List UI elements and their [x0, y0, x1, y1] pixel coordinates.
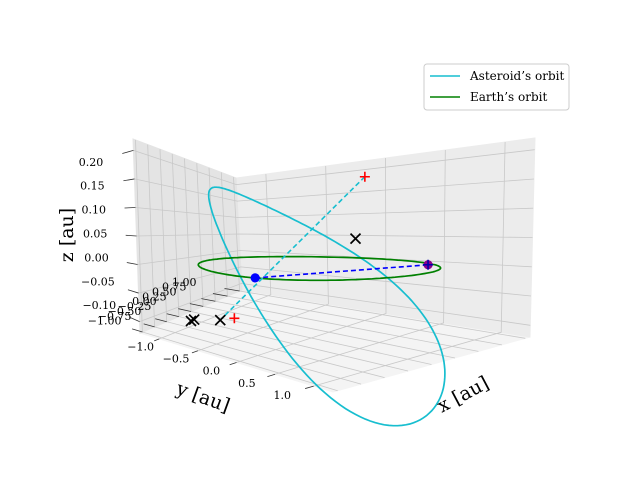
y-tick	[178, 308, 192, 312]
y-tick-label: 0.75	[162, 281, 187, 294]
x-tick-label: −0.5	[163, 353, 190, 366]
z-tick-label: −0.05	[81, 275, 115, 288]
marker-cross-8	[349, 233, 362, 245]
z-axis-title: z [au]	[56, 208, 78, 262]
y-tick	[189, 303, 204, 307]
x-tick	[191, 350, 199, 354]
grid-line-z	[136, 233, 533, 238]
z-tick	[123, 178, 135, 182]
z-tick	[124, 207, 136, 209]
z-tick	[122, 150, 134, 154]
y-tick-label: 0.00	[132, 295, 157, 308]
legend-box	[423, 63, 570, 111]
z-tick	[125, 234, 137, 237]
grid-line-y	[208, 167, 479, 352]
grid-line-z	[138, 266, 532, 297]
grid-line-y	[233, 177, 526, 339]
grid-line-x	[197, 165, 329, 352]
y-tick-label: 0.25	[142, 290, 167, 303]
x-tick	[229, 362, 237, 366]
y-tick	[155, 318, 167, 323]
grid-line-x	[159, 173, 272, 340]
series-line-0	[207, 186, 446, 427]
y-tick-label: 0.50	[152, 286, 177, 299]
z-tick	[127, 289, 139, 294]
y-tick-label: 1.00	[172, 276, 197, 289]
z-tick	[128, 316, 140, 322]
y-tick-label: −1.00	[88, 315, 122, 328]
grid-line-z	[139, 282, 531, 326]
marker-cross-7	[185, 315, 197, 327]
grid-line-z	[137, 250, 532, 268]
y-tick	[166, 313, 179, 318]
connector-line-1	[219, 176, 366, 321]
axis-panes	[132, 137, 536, 393]
y-tick	[132, 328, 143, 333]
grid-line-x	[274, 149, 446, 375]
marker-cross-5	[214, 314, 226, 326]
axis-ticks: −1.0−0.50.00.51.01.000.750.500.250.00−0.…	[79, 150, 314, 402]
x-tick-label: −1.0	[127, 340, 154, 353]
z-tick-label: 0.00	[84, 251, 109, 264]
z-tick-label: 0.05	[83, 228, 108, 241]
y-tick	[201, 298, 216, 302]
grid-line-y	[171, 153, 409, 372]
y-axis-title: y [au]	[172, 377, 232, 417]
connector-line-0	[255, 264, 429, 279]
x-axis-title: x [au]	[434, 372, 493, 417]
x-tick-label: 1.0	[274, 389, 292, 402]
marker-plus-3	[229, 313, 240, 324]
x-tick	[267, 373, 276, 378]
plot-markers	[185, 171, 434, 327]
y-tick	[212, 293, 228, 297]
legend: Asteroid’s orbit Earth’s orbit	[423, 63, 570, 111]
y-tick-label: −0.25	[118, 300, 152, 313]
legend-label-asteroid: Asteroid’s orbit	[469, 69, 564, 83]
z-tick-label: 0.10	[82, 204, 107, 217]
x-tick	[154, 338, 160, 342]
z-tick	[126, 262, 138, 265]
z-tick-label: 0.20	[79, 156, 104, 169]
grid-line-z	[135, 207, 534, 218]
y-tick-label: −0.75	[98, 310, 132, 323]
y-tick	[224, 288, 240, 292]
x-tick-label: 0.0	[203, 365, 221, 378]
z-tick-label: −0.10	[82, 299, 116, 312]
y-tick	[143, 323, 155, 328]
grid-line-z	[134, 178, 535, 202]
marker-dot-0	[250, 273, 260, 283]
x-tick-label: 0.5	[238, 377, 256, 390]
y-tick-label: −0.50	[108, 305, 142, 318]
x-tick	[305, 385, 314, 389]
marker-cross-6	[188, 313, 200, 326]
grid-line-x	[313, 141, 506, 387]
marker-plus-2	[359, 171, 370, 182]
legend-label-earth: Earth’s orbit	[470, 90, 547, 104]
grid-line-z	[133, 149, 535, 186]
grid-line-x	[236, 157, 387, 363]
z-tick-label: 0.15	[80, 180, 105, 193]
marker-plus-4	[423, 259, 434, 270]
grid-line-y	[147, 144, 362, 385]
